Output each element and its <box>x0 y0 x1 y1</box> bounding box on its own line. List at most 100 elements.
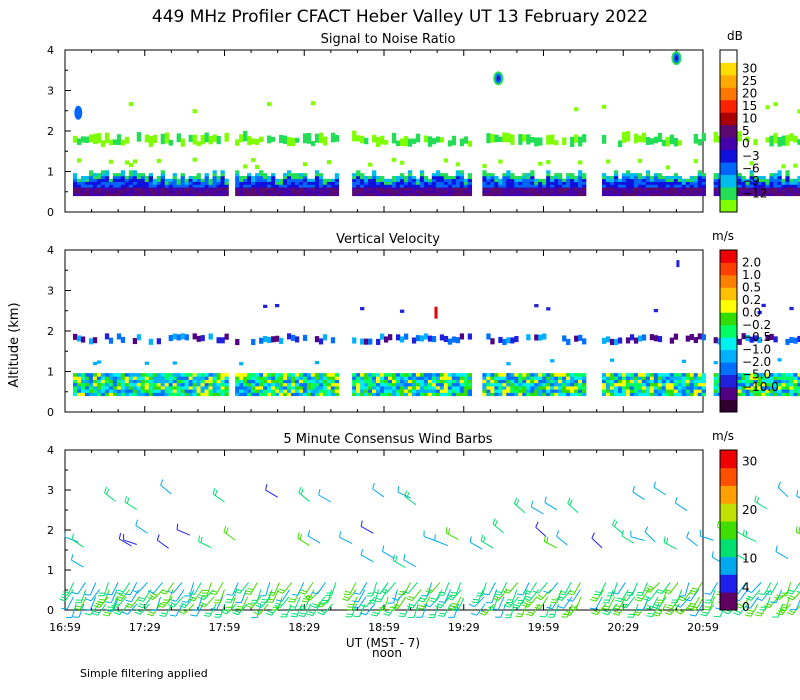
velocity-cell <box>164 386 169 390</box>
snr-cell <box>152 192 158 197</box>
snr-cell <box>144 181 150 185</box>
snr-cell <box>486 133 491 144</box>
snr-cell <box>112 181 118 185</box>
barb-feather <box>159 614 166 617</box>
snr-cell <box>467 173 473 177</box>
velocity-cell <box>352 382 357 387</box>
snr-cell <box>455 173 461 177</box>
snr-cell <box>578 175 583 180</box>
snr-cell <box>368 187 373 191</box>
velocity-cell <box>601 386 607 390</box>
velocity-cell <box>463 379 469 384</box>
velocity-cell <box>387 386 393 390</box>
velocity-cell <box>773 336 778 343</box>
snr-cell <box>459 192 465 197</box>
velocity-cell <box>372 392 377 397</box>
snr-cell <box>116 134 122 146</box>
snr-cell <box>713 173 718 177</box>
snr-cell <box>88 178 94 182</box>
velocity-cell <box>777 382 782 387</box>
velocity-cell <box>669 376 675 380</box>
snr-cell <box>609 190 615 194</box>
snr-cell <box>220 181 225 185</box>
snr-cell <box>132 178 138 182</box>
velocity-cell <box>665 389 671 393</box>
wind-barbs <box>59 479 800 619</box>
snr-cell <box>120 181 126 185</box>
velocity-cell <box>419 382 425 387</box>
snr-cell <box>578 173 583 177</box>
velocity-cell <box>286 333 292 340</box>
snr-cell <box>789 192 794 197</box>
snr-cell <box>657 175 663 180</box>
velocity-cell <box>609 373 615 377</box>
velocity-cell <box>278 373 284 377</box>
velocity-cell <box>745 376 750 380</box>
snr-cell <box>522 134 527 142</box>
snr-cell <box>72 135 78 143</box>
velocity-cell <box>609 376 615 380</box>
snr-cell <box>530 187 535 191</box>
snr-cell <box>168 192 173 197</box>
snr-cell <box>427 190 433 194</box>
velocity-cell <box>613 338 619 346</box>
velocity-cell <box>641 389 647 393</box>
snr-cell <box>741 184 746 188</box>
wind-barb-fill <box>535 526 547 537</box>
barb-feather <box>95 602 102 606</box>
velocity-cell <box>282 389 288 393</box>
snr-cell <box>673 190 679 194</box>
snr-cell <box>605 187 611 191</box>
snr-cell <box>582 187 587 191</box>
velocity-cell <box>713 376 718 380</box>
velocity-cell <box>415 335 421 342</box>
barb-feather <box>126 602 133 606</box>
velocity-cell <box>271 392 276 397</box>
snr-cell <box>322 136 328 146</box>
barb-feather <box>406 598 413 602</box>
snr-cell <box>318 132 324 144</box>
barb-feather <box>492 608 499 611</box>
velocity-cell <box>538 376 543 380</box>
snr-cell <box>757 184 762 188</box>
velocity-cell <box>745 373 750 377</box>
wind-barb-fill <box>357 596 367 609</box>
velocity-cell <box>136 392 142 397</box>
snr-cell <box>419 187 425 191</box>
velocity-cell <box>554 376 559 380</box>
snr-cell <box>112 187 118 191</box>
velocity-cell <box>625 376 631 380</box>
velocity-cell <box>741 389 746 393</box>
velocity-cell <box>360 307 365 311</box>
snr-cell <box>322 178 328 182</box>
barb-feather <box>451 602 458 605</box>
velocity-cell <box>781 382 786 387</box>
velocity-cell <box>380 376 385 380</box>
snr-cell <box>216 178 221 182</box>
velocity-cell <box>372 382 377 387</box>
velocity-cell <box>498 376 503 380</box>
snr-cell <box>713 190 718 194</box>
snr-cell <box>693 192 698 197</box>
velocity-cell <box>609 386 615 390</box>
velocity-cell <box>172 389 177 393</box>
snr-cell <box>498 136 503 142</box>
snr-cell <box>391 192 397 197</box>
velocity-cell <box>290 334 296 341</box>
snr-cell <box>384 178 389 182</box>
velocity-cell <box>88 338 94 345</box>
snr-cell <box>148 192 154 197</box>
snr-cell <box>761 192 766 197</box>
velocity-cell <box>403 386 409 390</box>
snr-cell <box>200 184 205 188</box>
snr-cell <box>411 178 417 182</box>
snr-cell <box>419 190 425 194</box>
snr-cell <box>673 181 679 185</box>
barb-feather <box>310 605 317 609</box>
velocity-cell <box>310 389 316 393</box>
velocity-cell <box>613 389 619 393</box>
velocity-cell <box>609 379 615 384</box>
snr-cell <box>427 181 433 185</box>
snr-cell <box>554 192 559 197</box>
velocity-cell <box>200 389 205 393</box>
